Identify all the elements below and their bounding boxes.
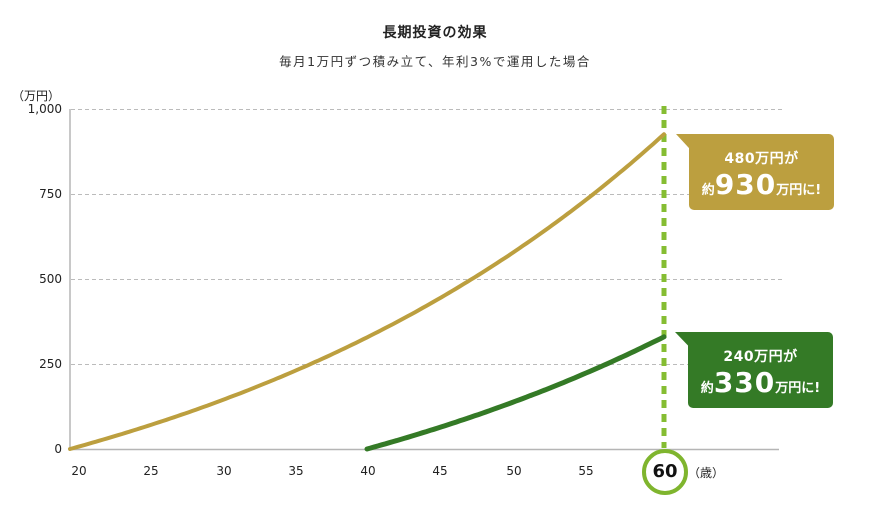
y-tick-label: 250	[39, 357, 62, 371]
x-tick-label: 35	[288, 464, 304, 478]
callout-green: 240万円が 約330万円に!	[688, 332, 833, 408]
y-tick-label: 0	[54, 442, 62, 456]
callout-gold: 480万円が 約930万円に!	[689, 134, 834, 210]
callout-gold-suffix: 万円に!	[776, 183, 822, 198]
callout-green-line2: 約330万円に!	[688, 366, 833, 399]
series-gold-line	[68, 132, 666, 451]
series-green-line	[364, 334, 667, 452]
callout-gold-amount: 930	[714, 168, 777, 201]
age-60-highlight: 60	[642, 449, 688, 495]
y-tick-label: 500	[39, 272, 62, 286]
x-axis-unit: （歳）	[688, 466, 725, 480]
x-tick-label: 50	[506, 464, 522, 478]
callout-gold-line1: 480万円が	[724, 151, 799, 167]
callout-gold-line2: 約930万円に!	[689, 168, 834, 201]
callout-green-amount: 330	[713, 366, 776, 399]
callout-green-prefix: 約	[700, 381, 714, 396]
y-tick-label: 1,000	[27, 102, 62, 116]
chart-title: 長期投資の効果	[382, 25, 488, 41]
x-tick-label: 45	[432, 464, 448, 478]
x-tick-label: 40	[360, 464, 376, 478]
y-tick-label: 750	[39, 187, 62, 201]
y-axis-unit: （万円）	[12, 89, 61, 103]
callout-green-line1: 240万円が	[723, 349, 798, 365]
callout-green-suffix: 万円に!	[775, 381, 821, 396]
callout-gold-prefix: 約	[701, 183, 715, 198]
chart-subtitle: 毎月1万円ずつ積み立て、年利3%で運用した場合	[279, 54, 591, 69]
x-tick-label: 20	[71, 464, 87, 478]
x-tick-label: 55	[578, 464, 594, 478]
gridlines	[71, 109, 782, 365]
x-tick-label: 30	[216, 464, 232, 478]
x-tick-label: 25	[143, 464, 159, 478]
